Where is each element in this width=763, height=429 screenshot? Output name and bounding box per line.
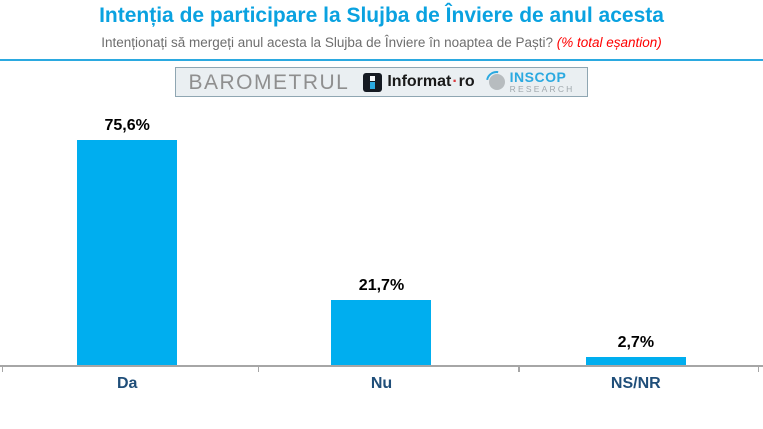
category-label: Da	[116, 375, 138, 392]
bar-value-label: 21,7%	[358, 277, 405, 294]
bar-columns: 75,6% 21,7% 2,7%	[0, 97, 763, 365]
x-axis-category-labels: Da Nu NS/NR	[0, 375, 763, 393]
category-label: NS/NR	[610, 375, 661, 392]
axis-tick	[757, 367, 760, 372]
informat-dot-separator: ·	[452, 73, 458, 90]
chart-title: Intenția de participare la Slujba de Înv…	[99, 4, 664, 27]
bar-group-nu: 21,7%	[254, 97, 508, 365]
bar-chart-plot-area: 75,6% 21,7% 2,7%	[0, 97, 763, 367]
header-divider-line	[0, 59, 763, 61]
bar	[585, 357, 686, 365]
inscop-logo: INSCOP RESEARCH	[488, 69, 575, 95]
chart-subtitle: Intenționați să mergeți anul acesta la S…	[0, 35, 763, 50]
category-label: Nu	[370, 375, 393, 392]
bar-group-nsnr: 2,7%	[509, 97, 763, 365]
bar	[77, 140, 178, 365]
bar	[331, 300, 432, 365]
informat-logo: Informat·ro	[363, 72, 475, 92]
inscop-logo-text: INSCOP RESEARCH	[509, 69, 575, 95]
bar-value-label: 2,7%	[617, 334, 655, 351]
bar-group-da: 75,6%	[0, 97, 254, 365]
informat-logo-text: Informat·ro	[387, 73, 475, 90]
logo-box: BAROMETRUL Informat·ro INSCOP RESEARCH	[175, 67, 588, 97]
subtitle-question: Intenționați să mergeți anul acesta la S…	[101, 35, 557, 50]
axis-tick	[257, 367, 260, 372]
axis-tick	[1, 367, 4, 372]
informat-i-icon	[363, 72, 383, 92]
x-axis-ticks	[0, 367, 763, 373]
subtitle-sample-note: (% total eșantion)	[556, 35, 662, 50]
bar-value-label: 75,6%	[104, 117, 150, 134]
axis-tick	[518, 367, 520, 372]
logo-strip: BAROMETRUL Informat·ro INSCOP RESEARCH	[0, 67, 763, 97]
barometrul-logo: BAROMETRUL	[188, 70, 350, 94]
inscop-globe-icon	[488, 74, 505, 90]
